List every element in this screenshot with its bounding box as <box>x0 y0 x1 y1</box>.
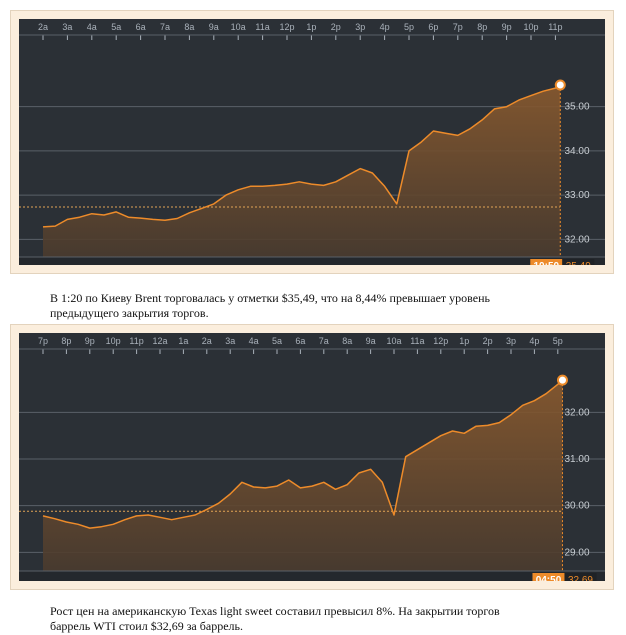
chart2-x-tick-label: 4p <box>529 336 539 346</box>
chart1-x-tick-label: 10a <box>231 22 246 32</box>
chart2-last-point-marker <box>556 374 568 386</box>
wti-chart-panel: 7p 8p 9p 10p 11p 12a 1a 2a 3a 4a 5a 6a 7a 8a 9a 10a 11a 1… <box>10 324 614 590</box>
chart1-x-tick-label: 2a <box>38 22 48 32</box>
chart2-x-tick-label: 5a <box>272 336 282 346</box>
chart2-x-tick-label: 1a <box>178 336 188 346</box>
chart1-x-tick-label: 8p <box>477 22 487 32</box>
chart2-value-badge <box>564 573 597 581</box>
chart2-x-tick-label: 3p <box>506 336 516 346</box>
chart1-y-tick-label: 34.00 <box>564 146 589 157</box>
chart2-x-tick-label: 7p <box>38 336 48 346</box>
chart1-value-badge-label: 35.49 <box>566 261 591 265</box>
chart2-x-tick-label: 2a <box>202 336 212 346</box>
chart1-x-tick-label: 4p <box>380 22 390 32</box>
chart2-y-tick-label: 31.00 <box>564 454 589 465</box>
chart2-y-tick-label: 30.00 <box>564 501 589 512</box>
chart2-time-badge <box>532 573 565 581</box>
chart1-bottom-strip <box>19 257 605 265</box>
chart1-x-tick-label: 3a <box>62 22 72 32</box>
chart1-x-tick-label: 7p <box>453 22 463 32</box>
chart1-area-fill <box>43 85 561 257</box>
chart1-x-tick-label: 7a <box>160 22 170 32</box>
chart1-x-tick-label: 2p <box>331 22 341 32</box>
chart1-time-badge-label: 10:50 <box>533 261 559 265</box>
chart2-x-tick-label: 2p <box>483 336 493 346</box>
chart2-series-line <box>42 379 563 529</box>
chart1-x-tick-label: 9p <box>502 22 512 32</box>
wti-caption: Рост цен на американскую Texas light swe… <box>50 604 500 633</box>
chart1-x-tick-label: 5a <box>111 22 121 32</box>
chart1-x-tick-label: 5p <box>404 22 414 32</box>
chart2-x-tick-label: 1p <box>459 336 469 346</box>
brent-price-chart: 2a 3a 4a 5a 6a 7a 8a 9a 10a 11a 12p 1p 2p 3p 4p 5p 6p 7p 8… <box>19 19 605 265</box>
chart2-x-tick-label: 9a <box>366 336 376 346</box>
chart1-x-tick-label: 6a <box>136 22 146 32</box>
chart1-x-tick-label: 11p <box>548 22 562 32</box>
chart2-x-tick-label: 12a <box>152 336 167 346</box>
chart1-x-tick-label: 1p <box>306 22 316 32</box>
chart2-x-tick-label: 8a <box>342 336 352 346</box>
chart2-x-tick-label: 10p <box>106 336 121 346</box>
chart1-y-tick-label: 35.00 <box>564 102 589 113</box>
chart2-x-tick-label: 3a <box>225 336 235 346</box>
chart2-x-tick-label: 6a <box>295 336 305 346</box>
chart2-x-tick-label: 9p <box>85 336 95 346</box>
chart2-x-tick-label: 11a <box>410 336 424 346</box>
chart2-y-tick-label: 29.00 <box>564 547 589 558</box>
chart2-x-tick-label: 4a <box>249 336 259 346</box>
chart1-x-tick-label: 10p <box>523 22 538 32</box>
chart1-x-tick-label: 4a <box>87 22 97 32</box>
chart1-x-tick-label: 11a <box>255 22 269 32</box>
chart2-time-badge-label: 04:50 <box>536 575 562 581</box>
chart2-bottom-strip <box>19 571 605 581</box>
chart2-x-tick-label: 5p <box>553 336 563 346</box>
chart1-x-tick-label: 12p <box>279 22 294 32</box>
chart1-x-tick-label: 8a <box>184 22 194 32</box>
chart1-x-tick-label: 6p <box>428 22 438 32</box>
brent-chart-panel: 2a 3a 4a 5a 6a 7a 8a 9a 10a 11a 12p 1p 2p 3p 4p 5p 6p 7p 8… <box>10 10 614 274</box>
chart2-y-tick-label: 32.00 <box>564 407 589 418</box>
chart2-x-tick-label: 11p <box>129 336 143 346</box>
chart1-x-tick-label: 3p <box>355 22 365 32</box>
chart1-series-line <box>42 84 561 228</box>
chart1-y-tick-label: 33.00 <box>564 190 589 201</box>
chart1-x-tick-label: 9a <box>209 22 219 32</box>
chart1-time-badge <box>530 259 563 265</box>
chart1-value-badge <box>562 259 595 265</box>
chart1-y-tick-label: 32.00 <box>564 234 589 245</box>
chart2-x-tick-label: 7a <box>319 336 329 346</box>
chart2-x-tick-label: 12p <box>433 336 448 346</box>
chart2-area-fill <box>43 380 563 571</box>
brent-caption: В 1:20 по Киеву Brent торговалась у отме… <box>50 291 490 320</box>
chart2-value-badge-label: 32.69 <box>568 575 593 581</box>
chart1-last-point-marker <box>554 79 566 91</box>
chart2-x-tick-label: 10a <box>386 336 401 346</box>
chart2-x-tick-label: 8p <box>61 336 71 346</box>
wti-price-chart: 7p 8p 9p 10p 11p 12a 1a 2a 3a 4a 5a 6a 7a 8a 9a 10a 11a 1… <box>19 333 605 581</box>
